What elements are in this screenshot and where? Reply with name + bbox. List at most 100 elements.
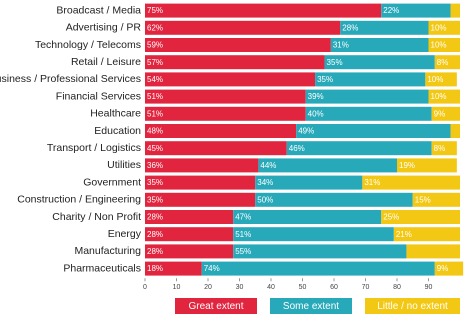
value-label: 44% bbox=[260, 161, 276, 170]
category-label: Construction / Engineering bbox=[17, 194, 141, 206]
legend-label: Great extent bbox=[188, 301, 243, 312]
value-label: 28% bbox=[147, 230, 163, 239]
bar-segment bbox=[428, 89, 460, 104]
bar-segment bbox=[406, 244, 460, 259]
value-label: 40% bbox=[308, 109, 324, 118]
x-tick-label: 70 bbox=[362, 284, 370, 291]
bar-segment bbox=[340, 20, 429, 35]
bar-segment bbox=[397, 158, 457, 173]
bar-segment bbox=[393, 227, 460, 242]
bar-segment bbox=[233, 227, 394, 242]
bar-segment bbox=[258, 158, 397, 173]
bar-segment bbox=[434, 261, 464, 276]
x-tick-label: 20 bbox=[204, 284, 212, 291]
value-label: 75% bbox=[147, 6, 163, 15]
bar-segment bbox=[296, 124, 451, 138]
value-label: 10% bbox=[431, 41, 447, 50]
bar-segment bbox=[305, 106, 432, 121]
category-label: Technology / Telecoms bbox=[35, 39, 141, 51]
value-label: 47% bbox=[235, 213, 251, 222]
bar-segment bbox=[233, 244, 407, 259]
bar-segment bbox=[145, 124, 297, 138]
bar-segment bbox=[362, 175, 460, 190]
category-label: Business / Professional Services bbox=[0, 73, 141, 85]
category-label: Government bbox=[83, 176, 141, 188]
value-label: 51% bbox=[147, 92, 163, 101]
value-label: 55% bbox=[235, 247, 251, 256]
value-label: 49% bbox=[298, 127, 314, 136]
bar-segment bbox=[201, 261, 435, 276]
value-label: 35% bbox=[317, 75, 333, 84]
bar-segment bbox=[145, 3, 382, 18]
x-tick-label: 90 bbox=[425, 284, 433, 291]
category-label: Healthcare bbox=[90, 108, 141, 120]
bar-segment bbox=[315, 72, 426, 87]
value-label: 36% bbox=[147, 161, 163, 170]
value-label: 10% bbox=[431, 23, 447, 32]
x-tick-label: 60 bbox=[330, 284, 338, 291]
value-label: 22% bbox=[383, 6, 399, 15]
bar-segment bbox=[145, 158, 259, 173]
bar-segment bbox=[145, 244, 234, 259]
bar-segment bbox=[381, 3, 451, 18]
value-label: 9% bbox=[437, 264, 449, 273]
bar-segment bbox=[434, 55, 460, 70]
x-tick-label: 50 bbox=[299, 284, 307, 291]
bar-segment bbox=[145, 72, 316, 87]
bar-segment bbox=[428, 20, 460, 35]
value-label: 50% bbox=[257, 195, 273, 204]
category-label: Education bbox=[94, 125, 141, 137]
bar-segment bbox=[145, 261, 202, 276]
bar-segment bbox=[233, 210, 382, 224]
bar-segment bbox=[305, 89, 429, 104]
value-label: 18% bbox=[147, 264, 163, 273]
legend-label: Little / no extent bbox=[377, 301, 448, 312]
category-label: Financial Services bbox=[56, 90, 141, 102]
bar-segment bbox=[431, 106, 460, 121]
bar-segment bbox=[450, 124, 460, 138]
value-label: 25% bbox=[383, 213, 399, 222]
bar-segment bbox=[145, 192, 256, 207]
bar-segment bbox=[145, 141, 287, 156]
legend-swatch bbox=[175, 298, 257, 314]
bar-segment bbox=[381, 210, 460, 224]
value-label: 62% bbox=[147, 23, 163, 32]
bar-segment bbox=[431, 141, 457, 156]
bar-segment bbox=[145, 106, 306, 121]
legend-swatch bbox=[270, 298, 352, 314]
bar-segment bbox=[286, 141, 432, 156]
value-label: 57% bbox=[147, 58, 163, 67]
bar-segment bbox=[330, 38, 429, 52]
value-label: 35% bbox=[147, 178, 163, 187]
value-label: 21% bbox=[396, 230, 412, 239]
bar-segment bbox=[145, 89, 306, 104]
value-label: 35% bbox=[147, 195, 163, 204]
value-label: 28% bbox=[147, 247, 163, 256]
value-label: 9% bbox=[434, 109, 446, 118]
x-tick-label: 0 bbox=[143, 284, 147, 291]
bar-segment bbox=[145, 227, 234, 242]
value-label: 48% bbox=[147, 127, 163, 136]
value-label: 8% bbox=[437, 58, 449, 67]
legend-swatch bbox=[365, 298, 460, 314]
value-label: 59% bbox=[147, 41, 163, 50]
bar-segment bbox=[324, 55, 435, 70]
value-label: 28% bbox=[147, 213, 163, 222]
category-label: Energy bbox=[108, 228, 142, 240]
category-label: Charity / Non Profit bbox=[52, 211, 141, 223]
bar-segment bbox=[255, 175, 363, 190]
category-label: Utilities bbox=[107, 159, 141, 171]
value-label: 10% bbox=[431, 92, 447, 101]
bar-segment bbox=[412, 192, 460, 207]
bar-segment bbox=[450, 3, 460, 18]
value-label: 45% bbox=[147, 144, 163, 153]
x-tick-label: 40 bbox=[267, 284, 275, 291]
x-tick-label: 30 bbox=[236, 284, 244, 291]
value-label: 39% bbox=[308, 92, 324, 101]
category-label: Advertising / PR bbox=[66, 22, 142, 34]
bar-segment bbox=[255, 192, 413, 207]
value-label: 51% bbox=[235, 230, 251, 239]
bar-segment bbox=[145, 175, 256, 190]
value-label: 35% bbox=[327, 58, 343, 67]
value-label: 31% bbox=[364, 178, 380, 187]
